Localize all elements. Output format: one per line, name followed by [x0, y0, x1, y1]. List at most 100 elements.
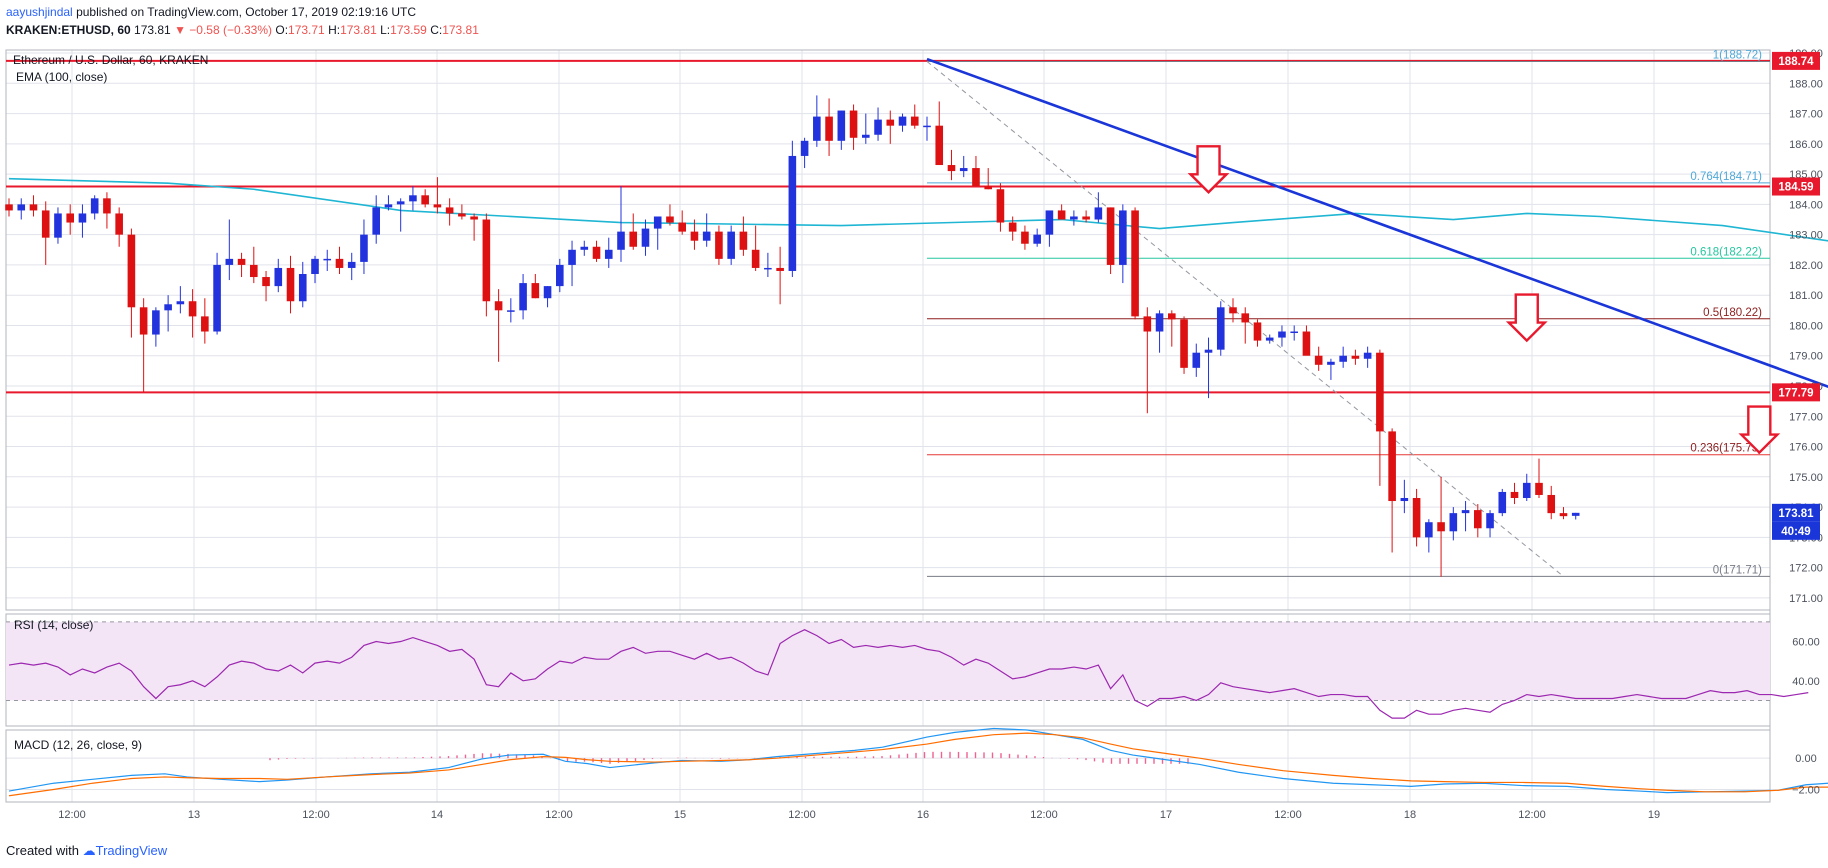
candle-body: [1241, 313, 1250, 323]
candle-body: [323, 258, 332, 261]
descending-trendline: [926, 57, 1828, 389]
candle-body: [225, 258, 234, 265]
axes: 12:00 13 12:00 14 12:00 15 12:00 16 12:00 17 12:00…: [58, 48, 1823, 821]
candle-body: [580, 246, 589, 250]
candle-body: [1192, 352, 1201, 368]
rsi-line: [8, 629, 1809, 719]
candle-body: [1033, 234, 1041, 244]
x-tick-label: 15: [674, 809, 686, 821]
candle-body: [641, 228, 650, 247]
candle-body: [433, 204, 442, 208]
candle-body: [813, 116, 821, 141]
fib-level-label: 0(171.71): [1713, 564, 1762, 576]
candle-body: [764, 267, 772, 270]
candle-body: [1106, 207, 1115, 265]
close-value: 173.81: [442, 23, 479, 37]
candle-body: [5, 204, 13, 211]
down-arrow-icon: [1738, 405, 1781, 455]
candle-body: [311, 258, 319, 274]
candle-body: [1314, 355, 1323, 365]
candle-body: [825, 116, 833, 141]
candle-body: [41, 210, 50, 238]
x-tick-label: 19: [1648, 809, 1660, 821]
x-tick-label: 12:00: [1030, 809, 1058, 821]
fib-level-label: 0.618(182.22): [1690, 246, 1762, 258]
pane-frame: [5, 729, 1771, 803]
author-link[interactable]: aayushjindal: [6, 5, 73, 19]
published-text: published on TradingView.com, October 17…: [76, 5, 417, 19]
candle-body: [384, 204, 393, 208]
price-axis-badge-label: 188.74: [1778, 56, 1814, 68]
candle-body: [250, 264, 258, 278]
y-tick-label: 172.00: [1789, 563, 1823, 575]
candle-body: [360, 234, 368, 262]
candle-body: [421, 195, 429, 205]
x-tick-label: 12:00: [788, 809, 816, 821]
x-tick-label: 12:00: [1274, 809, 1302, 821]
low-label: L:: [380, 23, 391, 37]
macd-tick-label: −2.00: [1792, 784, 1820, 796]
fib-level-label: 1(188.72): [1713, 50, 1762, 62]
x-tick-label: 14: [431, 809, 443, 821]
candle-body: [274, 267, 283, 287]
candle-body: [482, 219, 491, 302]
candle-body: [568, 249, 576, 265]
candle-body: [409, 195, 417, 202]
candle-body: [1339, 355, 1347, 362]
macd-legend: MACD (12, 26, close, 9): [14, 738, 142, 752]
publish-line: aayushjindal published on TradingView.co…: [6, 3, 479, 21]
candle-body: [1486, 513, 1494, 529]
candle-body: [66, 213, 74, 223]
candle-body: [1070, 216, 1078, 220]
y-tick-label: 175.00: [1789, 472, 1823, 484]
candle-body: [972, 168, 980, 187]
fib-level-label: 0.5(180.22): [1703, 307, 1762, 319]
high-label: H:: [328, 23, 341, 37]
tradingview-link[interactable]: TradingView: [95, 843, 168, 858]
candle-body: [1180, 319, 1188, 368]
candle-body: [1119, 210, 1127, 265]
candle-body: [152, 310, 160, 335]
tradingview-icon: ☁: [82, 843, 96, 858]
rsi-legend: RSI (14, close): [14, 618, 93, 632]
candle-body: [1094, 207, 1103, 220]
rsi-pane: [6, 621, 1809, 719]
overlays: [926, 57, 1828, 455]
candle-body: [1082, 216, 1090, 220]
down-arrow-icon: [1505, 293, 1548, 343]
candle-body: [298, 274, 307, 302]
candle-body: [776, 267, 784, 271]
candle-body: [702, 231, 711, 241]
candle-body: [458, 213, 466, 217]
candle-body: [604, 249, 613, 259]
candle-body: [237, 258, 246, 265]
candle-body: [1229, 307, 1237, 314]
candle-body: [139, 307, 148, 335]
candle-body: [837, 110, 846, 141]
candle-body: [592, 246, 601, 259]
candle-body: [201, 316, 209, 332]
candle-body: [556, 264, 564, 287]
ohlc-line: KRAKEN:ETHUSD, 60 173.81 ▼ −0.58 (−0.33%…: [6, 21, 479, 39]
candles: [5, 95, 1580, 577]
candle-body: [1522, 482, 1531, 498]
price-axis-badge: [1772, 383, 1820, 402]
candle-body: [1547, 494, 1556, 514]
candle-body: [629, 231, 638, 247]
candle-body: [1571, 512, 1580, 516]
y-tick-label: 180.00: [1789, 320, 1823, 332]
footer: Created with ☁TradingView: [6, 842, 167, 860]
candle-body: [617, 231, 625, 250]
x-tick-label: 17: [1160, 809, 1172, 821]
candle-body: [653, 216, 662, 229]
candle-body: [1278, 331, 1286, 338]
last-price: 173.81: [134, 23, 171, 37]
candle-body: [507, 310, 515, 312]
candle-body: [213, 264, 221, 332]
y-tick-label: 186.00: [1789, 139, 1823, 151]
candle-body: [923, 125, 931, 128]
y-tick-label: 187.00: [1789, 109, 1823, 121]
y-tick-label: 179.00: [1789, 351, 1823, 363]
candle-body: [678, 222, 686, 232]
